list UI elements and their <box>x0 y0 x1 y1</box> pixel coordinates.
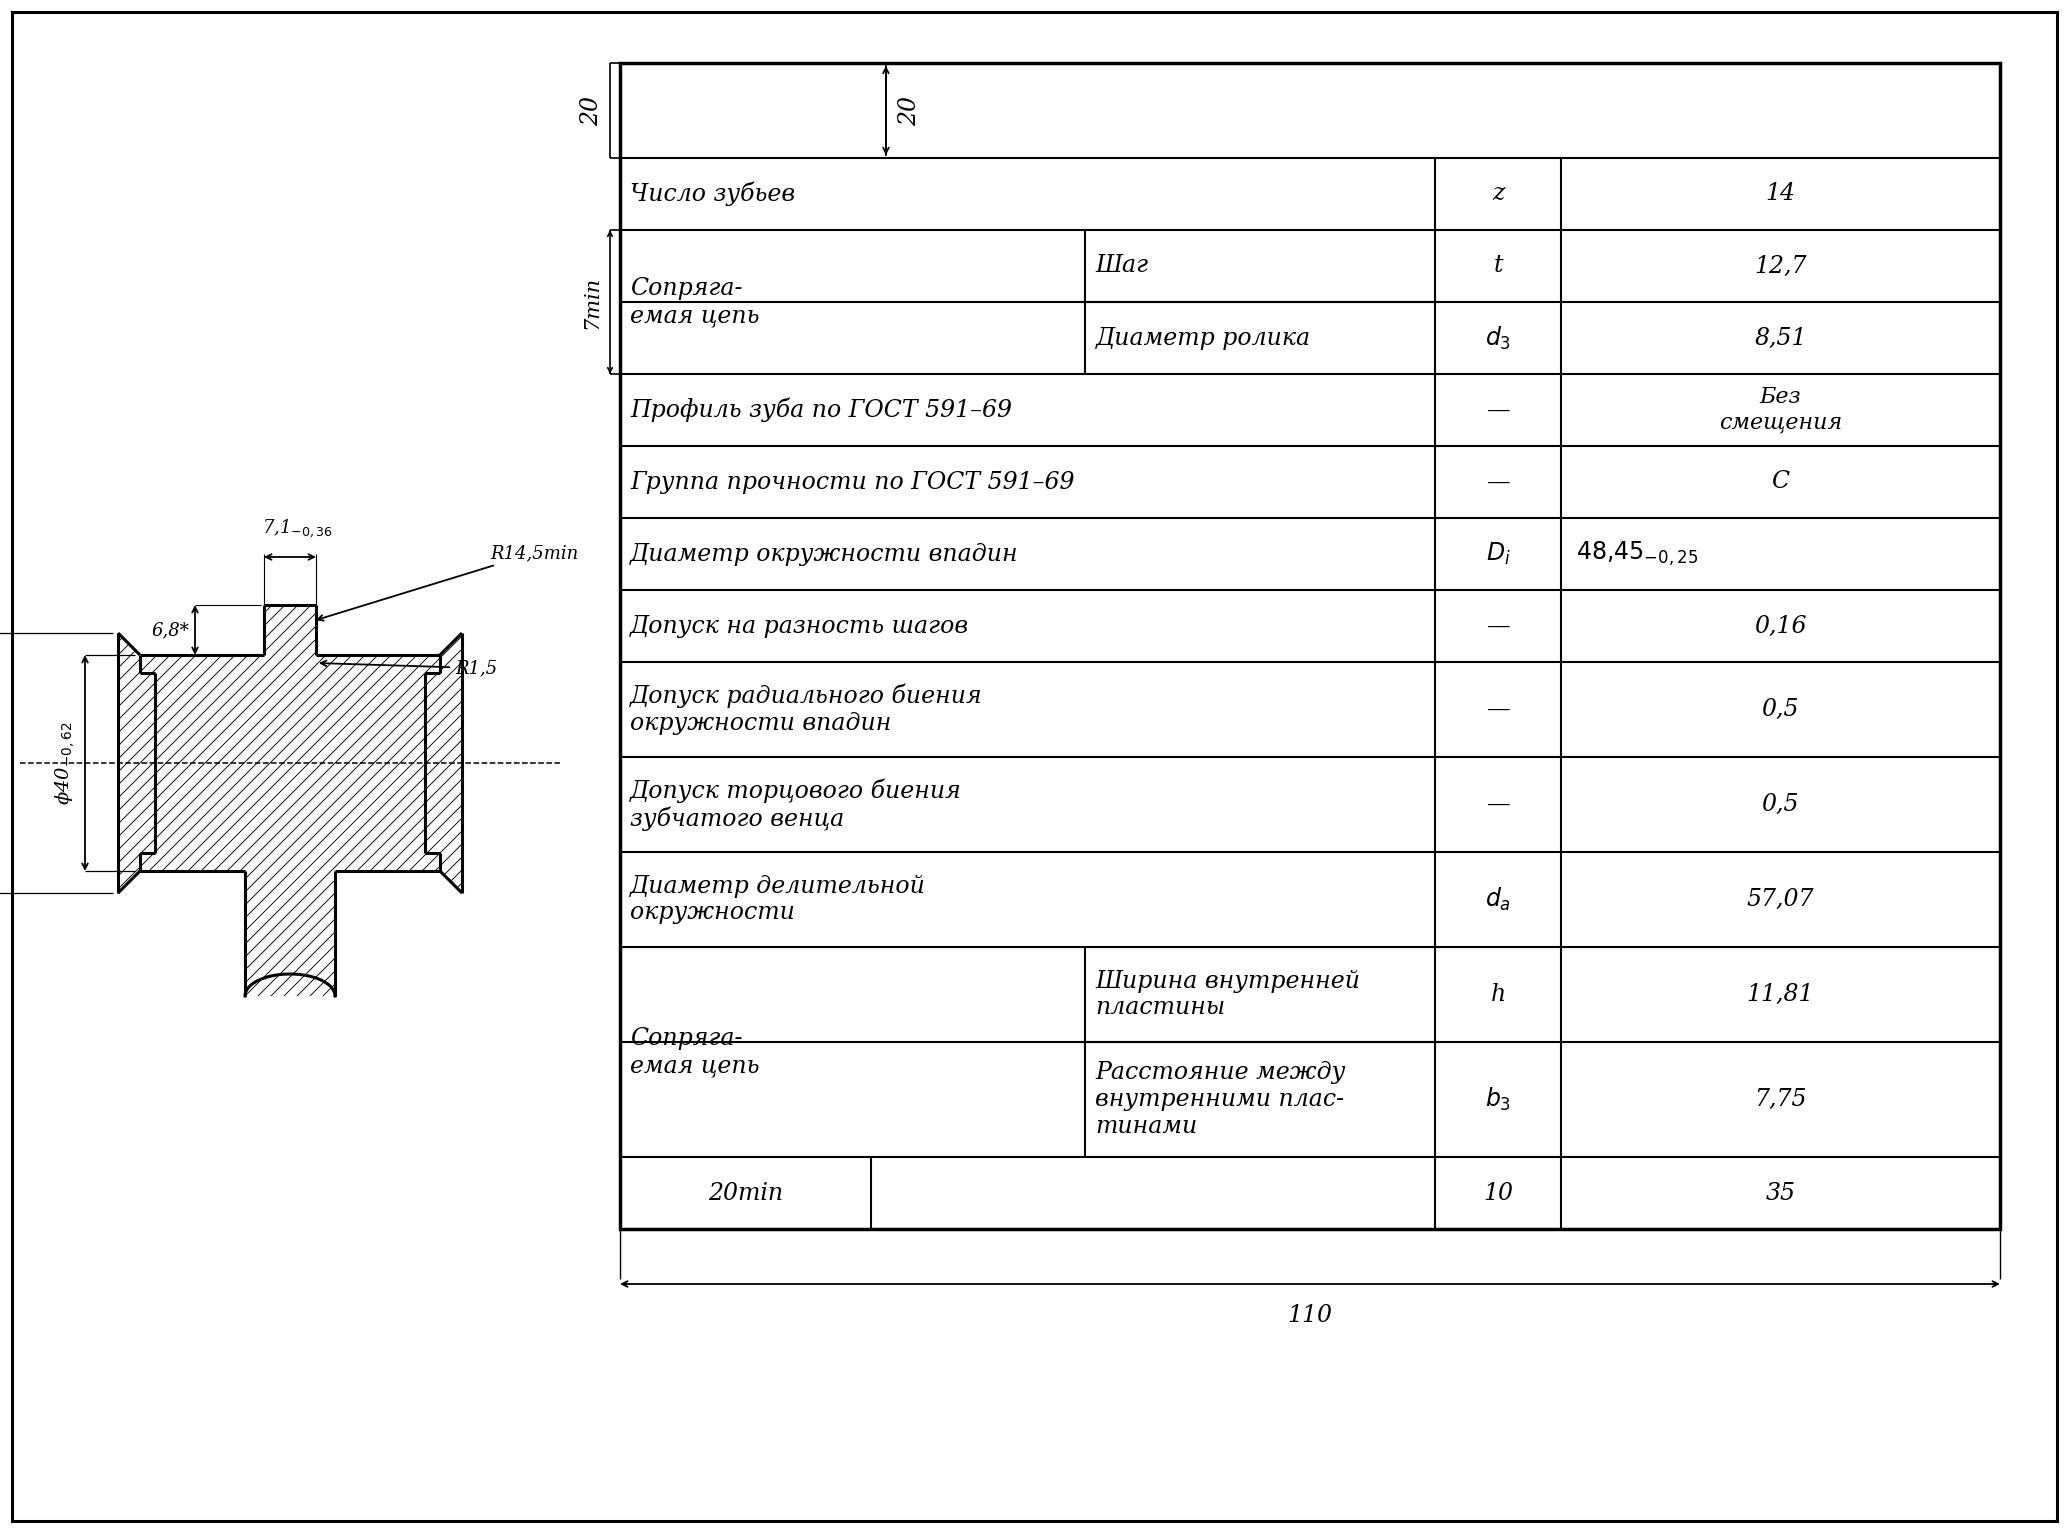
Text: 12,7: 12,7 <box>1755 254 1806 277</box>
Bar <box>621 63 2001 1229</box>
Text: —: — <box>1486 399 1510 422</box>
Text: 0,5: 0,5 <box>1761 698 1800 721</box>
Text: Диаметр окружности впадин: Диаметр окружности впадин <box>629 543 1018 566</box>
Text: 7min: 7min <box>583 276 602 328</box>
Text: —: — <box>1486 793 1510 816</box>
Text: Расстояние между
внутренними плас-
тинами: Расстояние между внутренними плас- тинам… <box>1095 1061 1345 1137</box>
Text: 20min: 20min <box>708 1182 782 1205</box>
Text: C: C <box>1771 471 1790 494</box>
Text: $D_i$: $D_i$ <box>1486 541 1510 567</box>
Text: 0,16: 0,16 <box>1755 615 1806 638</box>
Text: 35: 35 <box>1765 1182 1796 1205</box>
Polygon shape <box>118 606 461 996</box>
Text: 11,81: 11,81 <box>1746 983 1815 1006</box>
Text: —: — <box>1486 471 1510 494</box>
Text: 57,07: 57,07 <box>1746 888 1815 911</box>
Text: 14: 14 <box>1765 182 1796 205</box>
Text: Диаметр ролика: Диаметр ролика <box>1095 327 1310 350</box>
Text: 110: 110 <box>1287 1305 1332 1328</box>
Text: Диаметр делительной
окружности: Диаметр делительной окружности <box>629 875 925 924</box>
Text: $48{,}45_{-0,25}$: $48{,}45_{-0,25}$ <box>1577 540 1699 569</box>
Text: Без
смещения: Без смещения <box>1719 386 1841 434</box>
Text: —: — <box>1486 615 1510 638</box>
Text: 0,5: 0,5 <box>1761 793 1800 816</box>
Text: Сопряга-
емая цепь: Сопряга- емая цепь <box>629 1027 759 1076</box>
Text: t: t <box>1494 254 1502 277</box>
Text: 20: 20 <box>581 95 604 126</box>
Text: h: h <box>1490 983 1506 1006</box>
Text: Допуск радиального биения
окружности впадин: Допуск радиального биения окружности впа… <box>629 684 983 734</box>
Text: R1,5: R1,5 <box>321 659 497 678</box>
Text: Группа прочности по ГОСТ 591–69: Группа прочности по ГОСТ 591–69 <box>629 471 1074 494</box>
Text: 6,8*: 6,8* <box>151 621 188 639</box>
Text: $d_a$: $d_a$ <box>1486 886 1510 914</box>
Text: —: — <box>1486 698 1510 721</box>
Text: z: z <box>1492 182 1504 205</box>
Text: Допуск торцового биения
зубчатого венца: Допуск торцового биения зубчатого венца <box>629 779 962 831</box>
Text: Шаг: Шаг <box>1095 254 1148 277</box>
Text: R14,5min: R14,5min <box>317 544 577 621</box>
Text: 8,51: 8,51 <box>1755 327 1806 350</box>
Text: Допуск на разность шагов: Допуск на разность шагов <box>629 615 968 638</box>
Text: 7,75: 7,75 <box>1755 1088 1806 1111</box>
Text: 7,1$_{-0,36}$: 7,1$_{-0,36}$ <box>263 518 333 540</box>
Text: Ширина внутренней
пластины: Ширина внутренней пластины <box>1095 970 1361 1019</box>
Text: Число зубьев: Число зубьев <box>629 182 794 207</box>
Text: 10: 10 <box>1483 1182 1512 1205</box>
Text: ϕ40$_{-0,62}$: ϕ40$_{-0,62}$ <box>54 722 77 805</box>
Text: $b_3$: $b_3$ <box>1486 1085 1510 1113</box>
Text: Профиль зуба по ГОСТ 591–69: Профиль зуба по ГОСТ 591–69 <box>629 397 1012 422</box>
Text: $d_3$: $d_3$ <box>1486 325 1510 351</box>
Text: 20: 20 <box>898 95 921 126</box>
Text: Сопряга-
емая цепь: Сопряга- емая цепь <box>629 277 759 327</box>
